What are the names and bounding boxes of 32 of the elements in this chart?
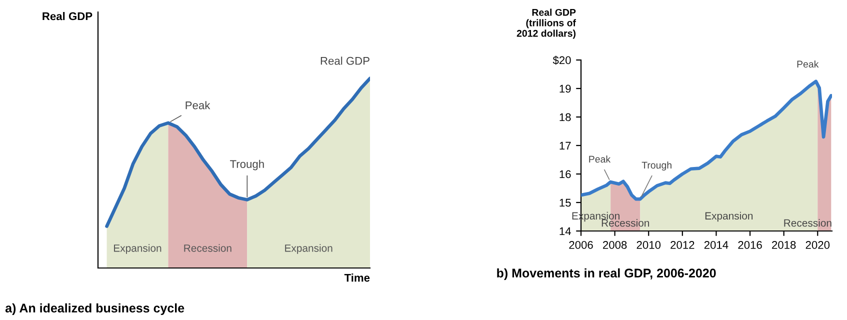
band-label: Expansion [705,212,753,222]
x-tick-label: 2010 [636,241,661,249]
x-tick-label: 2012 [670,241,694,249]
y-tick-label: $20 [552,56,571,65]
x-tick-label: 2008 [603,241,627,249]
line-series [581,80,832,201]
y-axis-title: Real GDP (trillions of 2012 dollars) [516,8,576,39]
annotation: Peak [186,101,210,110]
text: a) An idealized business cycle [5,303,184,315]
x-axis-title: Time [344,274,370,282]
x-tick-label: 2006 [569,241,593,249]
y-tick-label: 14 [560,227,571,236]
y-axis-title: Real GDP [42,12,92,20]
x-tick-label: 2016 [738,241,762,249]
y-tick-label: 19 [560,84,571,93]
x-tick-label: 2020 [806,241,830,249]
series-label: Real GDP [320,56,370,65]
series-label: Expansion [114,244,162,254]
x-tick-label: 2014 [704,241,728,249]
annotation: Trough [230,160,264,170]
annotation: Trough [642,161,672,171]
series-label: Expansion [285,244,332,254]
y-tick-label: 18 [560,113,571,122]
band-label: Recession [784,219,832,227]
annotation: Peak [797,60,819,68]
y-tick-label: 15 [560,198,571,207]
text: b) Movements in real GDP, 2006-2020 [497,268,716,280]
series-label: Recession [184,244,232,252]
x-tick-label: 2018 [772,241,796,249]
y-tick-label: 16 [560,170,571,178]
annotation: Peak [589,155,611,163]
y-tick-label: 17 [560,142,571,150]
